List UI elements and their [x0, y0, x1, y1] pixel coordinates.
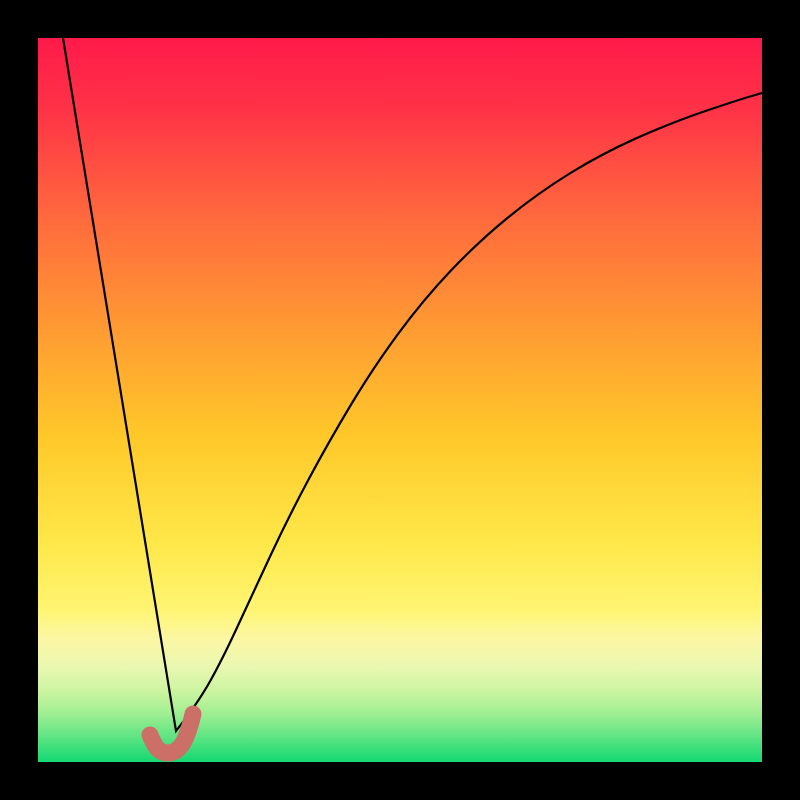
frame-border-left — [0, 0, 38, 800]
frame-border-right — [762, 0, 800, 800]
frame-border-bottom — [0, 762, 800, 800]
plot-svg — [38, 38, 762, 762]
chart-container: TheBottleneck.com — [0, 0, 800, 800]
plot-area — [38, 38, 762, 762]
frame-border-top — [0, 0, 800, 38]
plot-background — [38, 38, 762, 762]
